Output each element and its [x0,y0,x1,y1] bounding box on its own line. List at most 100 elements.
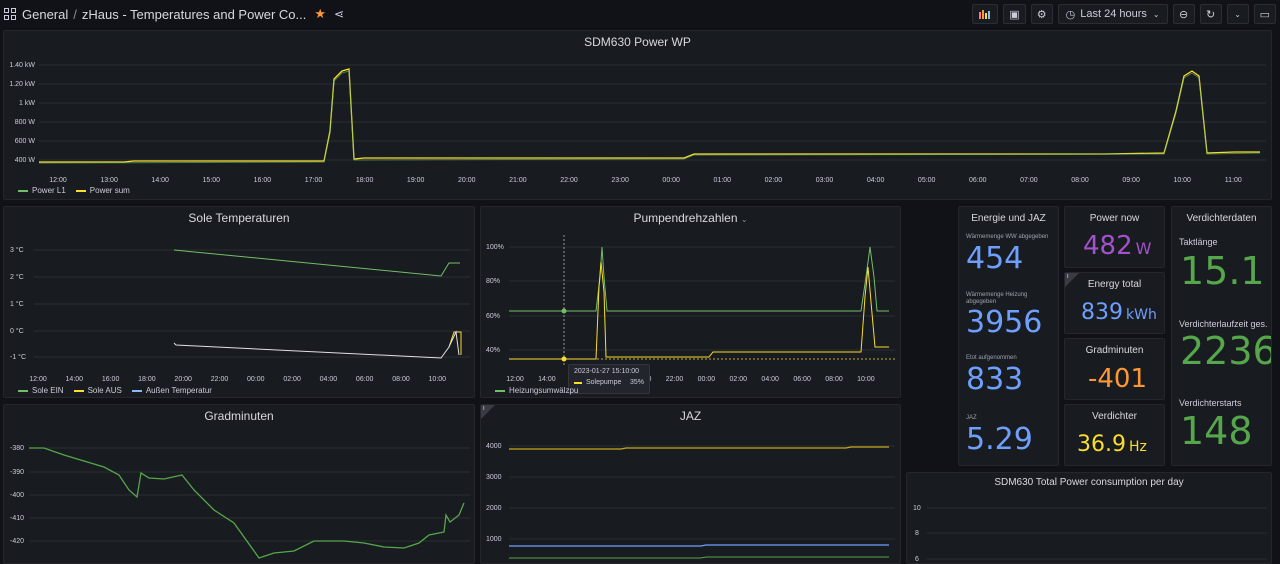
gear-icon: ⚙ [1036,8,1047,21]
panel-gradminuten-chart: Gradminuten -380 -390 -400 -410 -420 [3,404,475,564]
sole-ein-line [173,249,460,277]
y-tick: 2000 [486,505,502,512]
dashboards-grid-icon[interactable] [4,8,16,20]
time-picker[interactable]: ◷ Last 24 hours ⌄ [1057,4,1168,24]
x-tick: 19:00 [407,177,425,184]
stat-value: 15.1 [1180,249,1265,293]
jaz-heizung-line [509,446,889,450]
y-tick: 1000 [486,536,502,543]
breadcrumb: General / zHaus - Temperatures and Power… [0,6,344,22]
panel-title[interactable]: JAZ [679,409,702,423]
panel-title[interactable]: Gradminuten [1085,345,1144,356]
star-icon[interactable]: ★ [314,6,327,21]
panel-title[interactable]: SDM630 Power WP [584,35,691,49]
x-tick: 10:00 [857,376,875,383]
legend-item-aussen-temperatur[interactable]: Außen Temperatur [131,386,212,395]
legend-label: Power L1 [32,186,66,195]
x-tick: 03:00 [816,177,834,184]
zoom-out-icon: ⊖ [1178,8,1189,21]
legend-label: Sole AUS [87,386,122,395]
zoom-out-button[interactable]: ⊖ [1172,4,1195,24]
y-tick: 1.20 kW [9,81,35,88]
info-glyph: i [1067,273,1069,280]
x-tick: 22:00 [666,376,684,383]
panel-title[interactable]: Pumpendrehzahlen ⌄ [481,211,900,225]
refresh-interval-dropdown[interactable]: ⌄ [1226,4,1249,24]
panel-title[interactable]: Sole Temperaturen [188,211,290,225]
x-tick: 05:00 [918,177,936,184]
info-icon[interactable]: i [481,405,495,419]
tooltip-swatch [574,382,582,384]
hover-point [561,356,567,362]
panel-title[interactable]: Energy total [1087,279,1142,290]
save-button[interactable]: ▣ [1003,4,1026,24]
x-tick: 16:00 [102,376,120,383]
chevron-down-icon: ⌄ [1234,9,1241,19]
panel-title[interactable]: Verdichter [1091,411,1138,422]
breadcrumb-folder[interactable]: General [22,6,69,22]
legend-label: Heizungsumwälzpu [509,386,579,395]
jaz-chart[interactable]: 4000 3000 2000 1000 [481,405,901,564]
y-tick: 600 W [15,138,36,145]
legend-item-power-sum[interactable]: Power sum [75,186,130,195]
x-tick: 12:00 [49,177,67,184]
power-chart[interactable]: 1.40 kW 1.20 kW 1 kW 800 W 600 W 400 W 1… [4,31,1272,200]
info-icon[interactable]: i [1065,273,1079,287]
x-tick: 00:00 [698,376,716,383]
legend-item-heizungsumwaelzpumpe[interactable]: Heizungsumwälzpu [495,386,578,395]
add-panel-button[interactable] [972,4,999,24]
sole-legend: Sole EIN Sole AUS Außen Temperatur [18,386,212,395]
tooltip-time: 2023-01-27 15:10:00 [574,368,639,375]
unit: kWh [1126,307,1157,323]
stat-value: 3956 [966,305,1043,340]
panel-title[interactable]: Gradminuten [204,409,274,423]
stat-label: Wärmemenge WW abgegeben [966,234,1049,240]
sdm-total-chart[interactable]: 10 8 6 [907,473,1272,564]
y-tick: 0 °C [10,327,24,335]
y-tick: 6 [915,556,919,563]
x-tick: 14:00 [538,376,556,383]
settings-button[interactable]: ⚙ [1030,4,1053,24]
add-panel-icon [979,10,991,19]
sole-chart[interactable]: 3 °C 2 °C 1 °C 0 °C -1 °C 12:00 14:00 16:0… [4,207,475,398]
x-tick: 08:00 [392,376,410,383]
refresh-button[interactable]: ↻ [1199,4,1222,24]
stat-value: -401 [1088,364,1148,394]
tv-mode-button[interactable]: ▭ [1253,4,1276,24]
tooltip-value: 35% [629,379,644,386]
x-tick: 08:00 [825,376,843,383]
top-bar: General / zHaus - Temperatures and Power… [0,0,1280,28]
pumpen-chart[interactable]: 100% 80% 60% 40% 12:0014:0016:0018:0020:… [481,207,901,398]
y-tick: 400 W [15,157,36,164]
power-legend: Power L1 Power sum [18,186,130,195]
legend-item-sole-ein[interactable]: Sole EIN [18,386,64,395]
stat-label: Wärmemenge Heizung abgegeben [966,292,1028,305]
x-tick: 07:00 [1020,177,1038,184]
info-glyph: i [483,405,485,412]
dashboard-title[interactable]: zHaus - Temperatures and Power Co... [81,6,307,22]
breadcrumb-separator: / [73,6,77,22]
panel-sdm630-power: SDM630 Power WP 1.40 kW 1.20 kW 1 kW 800… [3,30,1272,200]
x-tick: 21:00 [509,177,527,184]
monitor-icon: ▭ [1259,8,1270,21]
y-tick: -1 °C [10,353,26,361]
share-icon[interactable]: ⋖ [334,7,345,21]
legend-item-sole-aus[interactable]: Sole AUS [73,386,122,395]
x-tick: 18:00 [138,376,156,383]
panel-title[interactable]: Verdichterdaten [1186,213,1257,224]
legend-item-power-l1[interactable]: Power L1 [18,186,66,195]
panel-title[interactable]: Power now [1089,213,1140,224]
y-tick: 40% [486,347,500,354]
stat-label: JAZ [966,415,977,421]
y-tick: -380 [10,445,24,452]
heizungsumwaelzpumpe-line [509,246,889,312]
y-tick: 3 °C [10,246,24,254]
panel-title[interactable]: Energie und JAZ [971,213,1046,224]
stat-value: 36.9 Hz [1077,432,1147,457]
y-tick: 10 [913,505,921,512]
y-tick: 100% [486,244,504,251]
panel-title[interactable]: SDM630 Total Power consumption per day [994,477,1184,488]
gradminuten-chart[interactable]: -380 -390 -400 -410 -420 [4,405,475,564]
panel-gradminuten-stat: Gradminuten -401 [1064,338,1165,400]
panel-jaz: i JAZ 4000 3000 2000 1000 [480,404,901,564]
